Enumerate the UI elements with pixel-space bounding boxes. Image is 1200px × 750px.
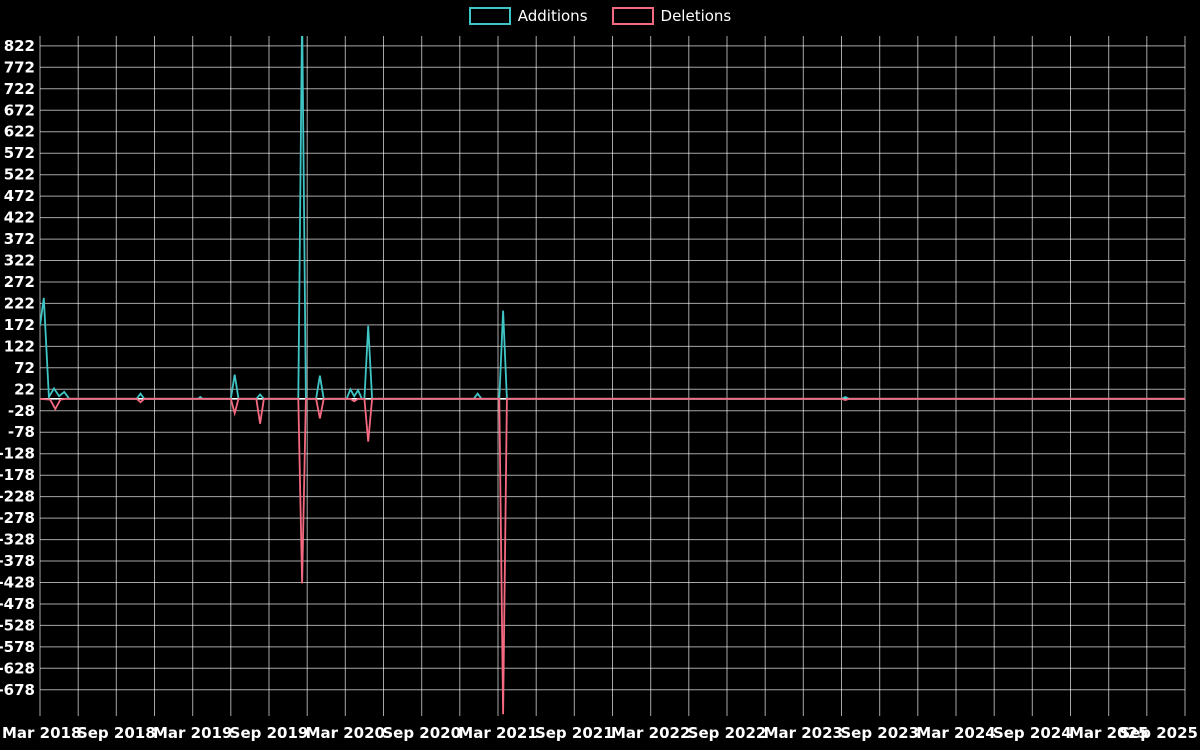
x-tick-label: Sep 2022	[688, 724, 767, 742]
y-tick-label: -128	[0, 445, 35, 463]
x-tick-label: Mar 2021	[458, 724, 537, 742]
y-tick-label: 322	[4, 252, 35, 270]
y-tick-label: -278	[0, 509, 35, 527]
x-tick-label: Sep 2024	[993, 724, 1072, 742]
additions-swatch-icon	[468, 7, 511, 25]
y-tick-label: -578	[0, 638, 35, 656]
y-tick-label: 72	[14, 359, 35, 377]
legend-label-deletions: Deletions	[660, 7, 732, 25]
x-tick-label: Mar 2022	[611, 724, 690, 742]
x-tick-label: Mar 2019	[153, 724, 232, 742]
deletions-swatch-icon	[611, 7, 654, 25]
x-tick-label: Mar 2025	[1069, 724, 1148, 742]
x-tick-label: Sep 2019	[230, 724, 309, 742]
y-tick-label: 272	[4, 273, 35, 291]
y-tick-label: 622	[4, 123, 35, 141]
y-tick-label: -328	[0, 531, 35, 549]
y-tick-label: 122	[4, 337, 35, 355]
y-tick-label: -428	[0, 574, 35, 592]
x-tick-label: Mar 2023	[764, 724, 843, 742]
y-tick-label: 522	[4, 166, 35, 184]
y-tick-label: 472	[4, 187, 35, 205]
y-tick-label: -528	[0, 616, 35, 634]
x-tick-label: Sep 2023	[840, 724, 919, 742]
y-tick-label: 722	[4, 80, 35, 98]
y-tick-label: 372	[4, 230, 35, 248]
y-tick-label: -628	[0, 659, 35, 677]
x-tick-label: Sep 2021	[535, 724, 614, 742]
legend-item-deletions[interactable]: Deletions	[611, 7, 732, 25]
legend-item-additions[interactable]: Additions	[468, 7, 588, 25]
chart-legend: Additions Deletions	[0, 7, 1200, 25]
y-tick-label: 422	[4, 209, 35, 227]
y-tick-label: 222	[4, 294, 35, 312]
x-tick-label: Mar 2024	[916, 724, 995, 742]
y-tick-label: 172	[4, 316, 35, 334]
y-tick-label: 772	[4, 58, 35, 76]
y-tick-label: -28	[8, 402, 35, 420]
series-line-deletions	[40, 397, 1185, 715]
y-tick-label: -178	[0, 466, 35, 484]
y-tick-label: 822	[4, 37, 35, 55]
y-tick-label: -678	[0, 681, 35, 699]
y-tick-label: 22	[14, 380, 35, 398]
y-tick-label: 672	[4, 101, 35, 119]
x-tick-label: Sep 2025	[1119, 724, 1198, 742]
x-tick-label: Sep 2020	[382, 724, 461, 742]
x-tick-label: Sep 2018	[77, 724, 156, 742]
x-tick-label: Mar 2020	[306, 724, 385, 742]
legend-label-additions: Additions	[517, 7, 588, 25]
y-tick-label: -78	[8, 423, 35, 441]
y-tick-label: 572	[4, 144, 35, 162]
y-tick-label: -228	[0, 488, 35, 506]
x-tick-label: Mar 2018	[2, 724, 81, 742]
y-tick-label: -478	[0, 595, 35, 613]
y-tick-label: -378	[0, 552, 35, 570]
